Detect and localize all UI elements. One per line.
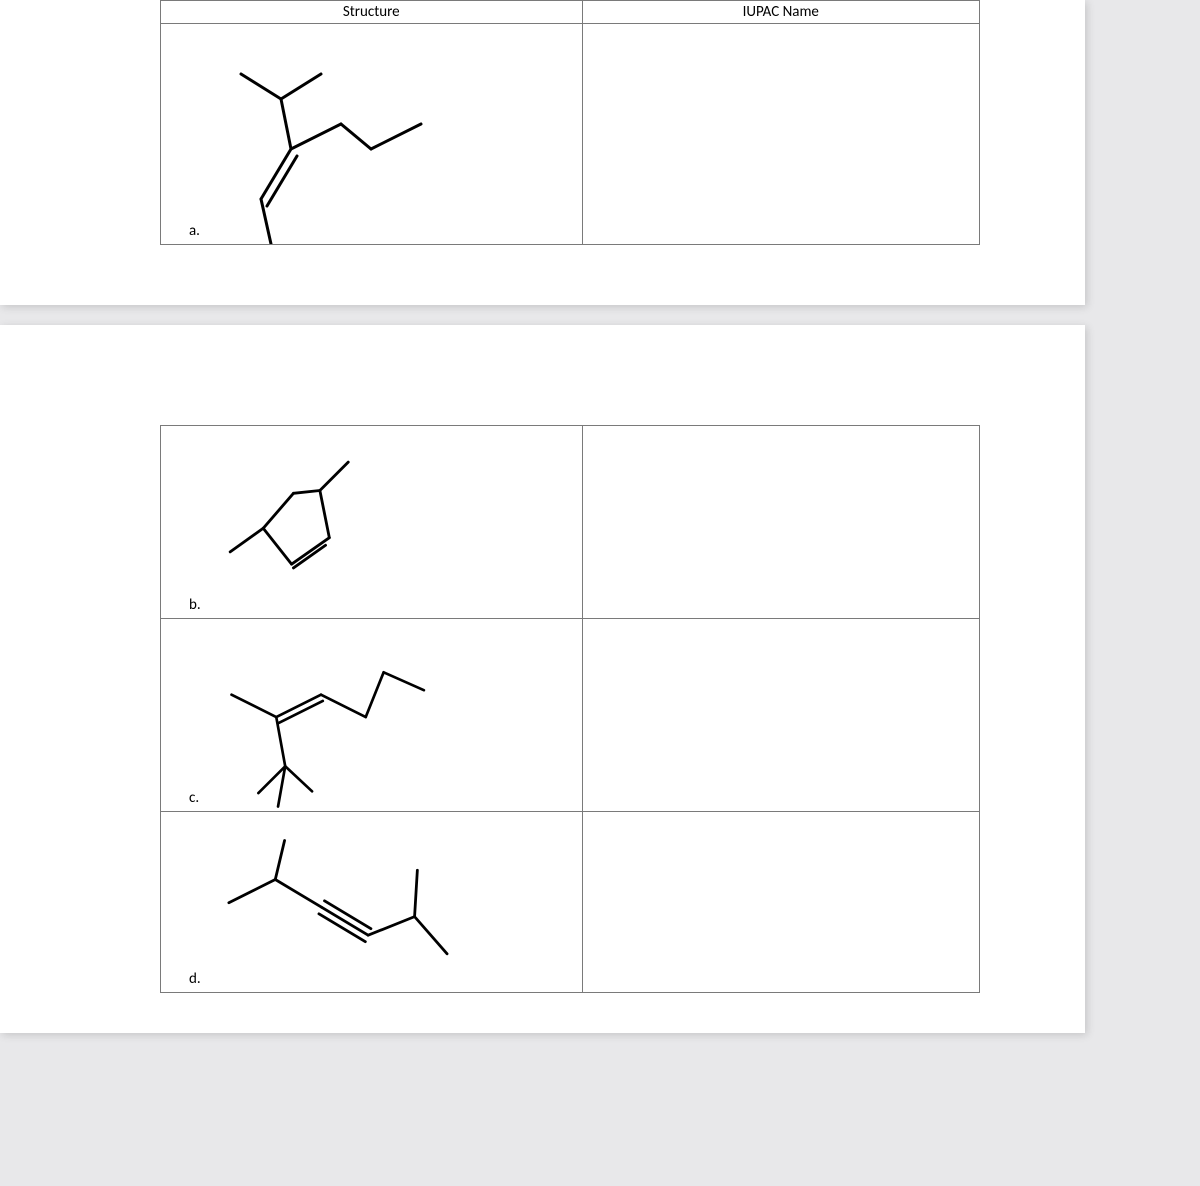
cell-name-d — [582, 812, 980, 993]
col-header-iupac: IUPAC Name — [582, 1, 980, 24]
molecule-d — [201, 832, 461, 992]
structure-table-1: Structure IUPAC Name — [160, 0, 980, 245]
cell-name-b — [582, 426, 980, 619]
row-label-a: a. — [189, 222, 200, 240]
structure-table-2: b. — [160, 425, 980, 993]
molecule-b — [201, 448, 401, 618]
cell-name-c — [582, 619, 980, 812]
col-header-structure: Structure — [161, 1, 583, 24]
row-label-b: b. — [189, 596, 201, 614]
cell-structure-c: c. — [161, 619, 583, 812]
page-2: b. — [0, 325, 1085, 1033]
molecule-a — [201, 44, 441, 244]
row-label-d: d. — [189, 970, 201, 988]
molecule-c — [191, 641, 451, 811]
cell-structure-d: d. — [161, 812, 583, 993]
cell-structure-b: b. — [161, 426, 583, 619]
row-label-c: c. — [189, 789, 199, 807]
cell-name-a — [582, 24, 980, 245]
page-1: Structure IUPAC Name — [0, 0, 1085, 305]
cell-structure-a: a. — [161, 24, 583, 245]
